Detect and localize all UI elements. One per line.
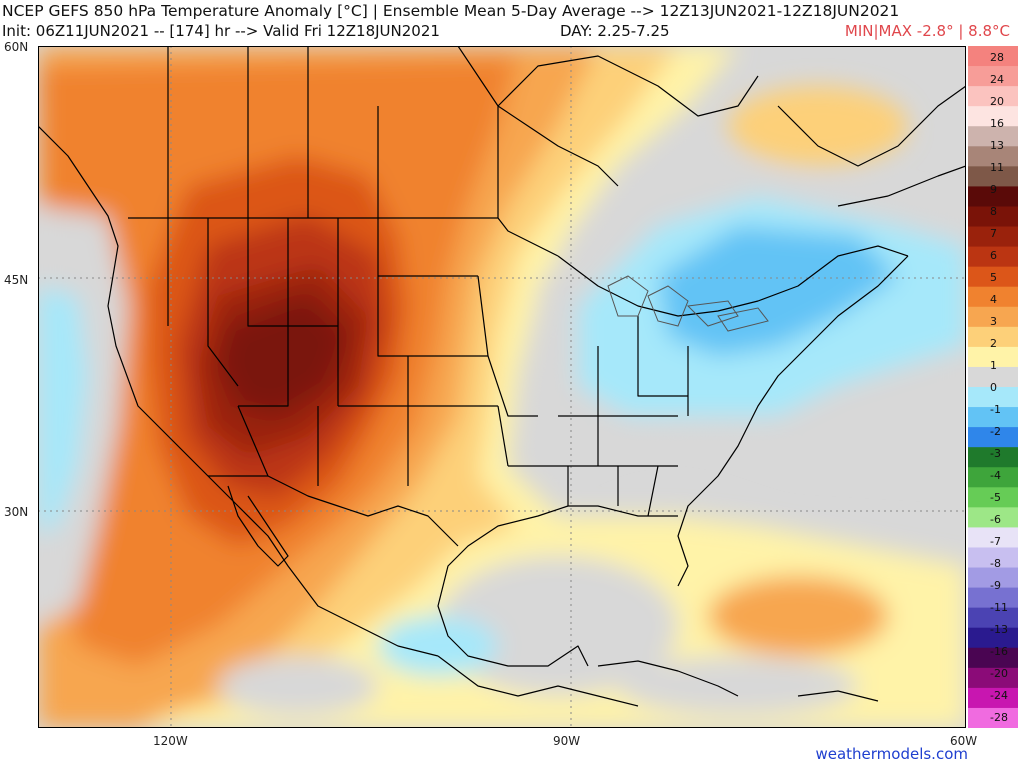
day-range: DAY: 2.25-7.25 <box>560 22 670 40</box>
legend-tick-label: 0 <box>990 381 997 394</box>
legend-tick-label: 7 <box>990 227 997 240</box>
legend-swatch <box>968 166 1018 187</box>
legend-swatch <box>968 46 1018 67</box>
legend-tick-label: -4 <box>990 469 1001 482</box>
lat-label-45n: 45N <box>4 273 29 287</box>
legend-tick-label: -1 <box>990 403 1001 416</box>
legend-swatch <box>968 366 1018 388</box>
legend-swatch <box>968 707 1018 728</box>
legend-tick-label: 1 <box>990 359 997 372</box>
color-legend: 28 24 20 16 13 11 9 8 7 6 5 4 3 2 1 0 -1 -2 -3 -4 -5 -6 -7 -8 -9… <box>968 46 1018 728</box>
legend-swatch <box>968 326 1018 348</box>
legend-tick-label: 28 <box>990 51 1004 64</box>
lat-label-30n: 30N <box>4 505 29 519</box>
anomaly-field <box>38 46 966 728</box>
legend-tick-label: -9 <box>990 579 1001 592</box>
legend-swatch <box>968 206 1018 228</box>
legend-tick-label: 5 <box>990 271 997 284</box>
lon-label-90w: 90W <box>553 734 581 748</box>
legend-swatch <box>968 607 1018 629</box>
legend-tick-label: 24 <box>990 73 1004 86</box>
legend-tick-label: 13 <box>990 139 1004 152</box>
map-frame <box>38 46 966 728</box>
legend-swatch <box>968 286 1018 308</box>
lon-label-120w: 120W <box>153 734 188 748</box>
lat-label-60n: 60N <box>4 40 29 54</box>
legend-swatch <box>968 306 1018 328</box>
legend-swatch <box>968 527 1018 548</box>
legend-tick-label: 9 <box>990 183 997 196</box>
legend-swatch <box>968 647 1018 669</box>
legend-tick-label: -16 <box>990 645 1008 658</box>
legend-tick-label: 11 <box>990 161 1004 174</box>
legend-swatch <box>968 667 1018 689</box>
legend-swatch <box>968 587 1018 609</box>
legend-tick-label: 16 <box>990 117 1004 130</box>
legend-tick-label: -20 <box>990 667 1008 680</box>
legend-swatch <box>968 226 1018 248</box>
legend-tick-label: -8 <box>990 557 1001 570</box>
legend-swatch <box>968 86 1018 107</box>
lon-label-60w: 60W <box>950 734 978 748</box>
min-max-readout: MIN|MAX -2.8° | 8.8°C <box>844 22 1010 40</box>
legend-swatch <box>968 266 1018 288</box>
legend-tick-label: 2 <box>990 337 997 350</box>
lakes <box>607 275 769 332</box>
legend-tick-label: -11 <box>990 601 1008 614</box>
legend-tick-label: -28 <box>990 711 1008 724</box>
legend-swatch <box>968 246 1018 268</box>
legend-tick-label: -3 <box>990 447 1001 460</box>
graticule <box>38 46 966 728</box>
temperature-anomaly-map <box>38 46 966 728</box>
legend-swatch <box>968 547 1018 569</box>
init-time: Init: 06Z11JUN2021 -- [174] hr --> Valid… <box>2 22 440 40</box>
legend-tick-label: -13 <box>990 623 1008 636</box>
legend-tick-label: 20 <box>990 95 1004 108</box>
legend-swatch <box>968 447 1018 468</box>
legend-tick-label: -2 <box>990 425 1001 438</box>
legend-swatch <box>968 507 1018 528</box>
legend-tick-label: -7 <box>990 535 1001 548</box>
credit-text: weathermodels.com <box>815 745 968 763</box>
legend-tick-label: 8 <box>990 205 997 218</box>
legend-swatch <box>968 627 1018 649</box>
legend-swatch <box>968 467 1018 488</box>
legend-swatch <box>968 427 1018 448</box>
legend-swatch <box>968 487 1018 508</box>
legend-tick-label: 4 <box>990 293 997 306</box>
legend-swatch <box>968 346 1018 368</box>
legend-tick-label: -6 <box>990 513 1001 526</box>
legend-swatch <box>968 186 1018 207</box>
legend-swatch <box>968 146 1018 167</box>
legend-swatch <box>968 687 1018 709</box>
legend-swatch <box>968 407 1018 428</box>
legend-tick-label: -24 <box>990 689 1008 702</box>
legend-swatch <box>968 66 1018 87</box>
map-title: NCEP GEFS 850 hPa Temperature Anomaly [°… <box>2 2 900 20</box>
legend-swatch <box>968 567 1018 589</box>
legend-tick-label: 3 <box>990 315 997 328</box>
boundaries <box>38 46 966 707</box>
legend-swatch <box>968 126 1018 147</box>
legend-swatch <box>968 387 1018 408</box>
legend-tick-label: -5 <box>990 491 1001 504</box>
legend-tick-label: 6 <box>990 249 997 262</box>
legend-swatch <box>968 106 1018 127</box>
